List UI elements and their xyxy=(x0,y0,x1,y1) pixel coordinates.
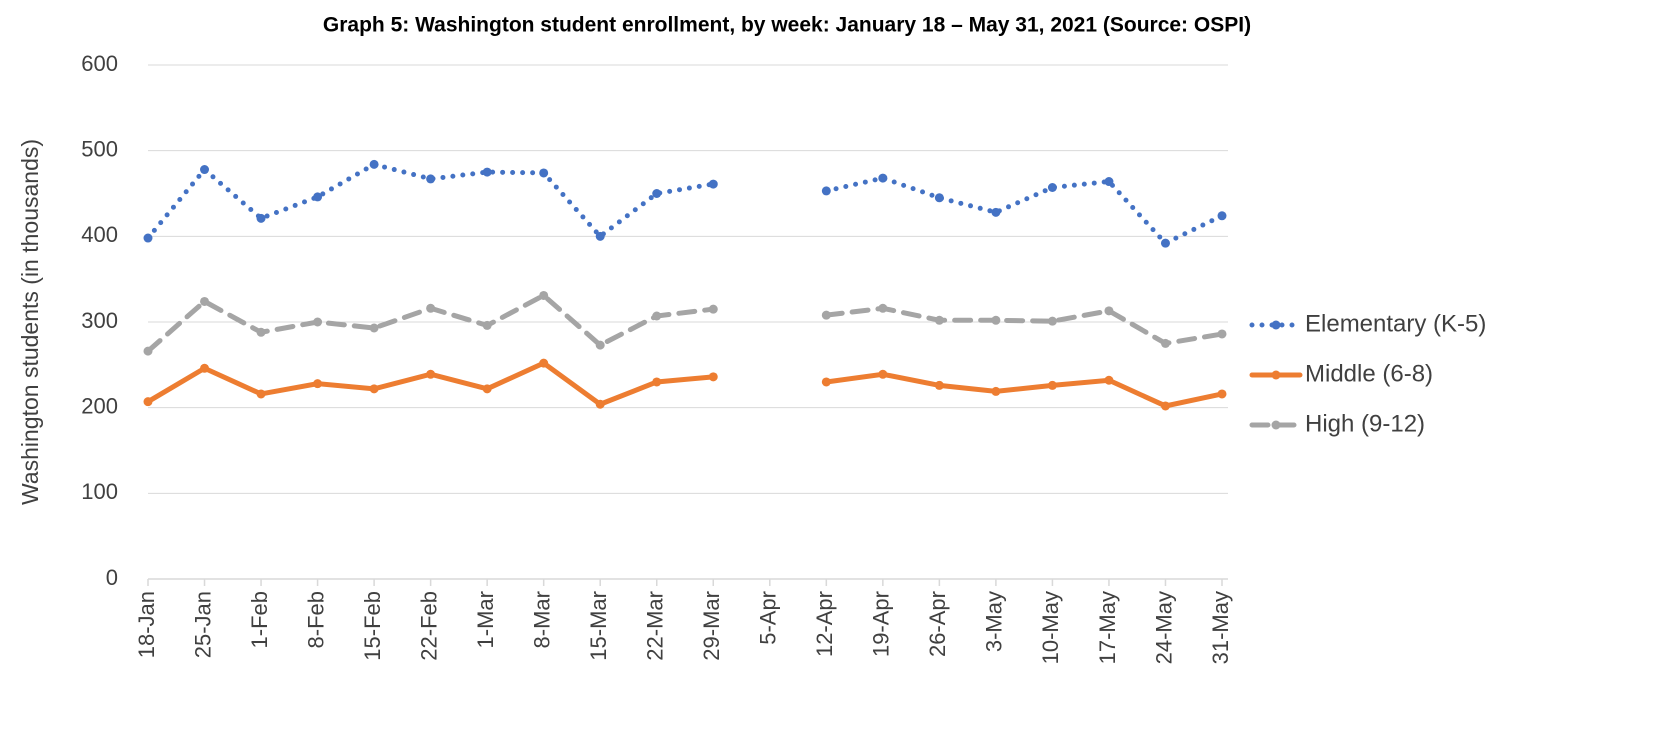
x-tick-label: 15-Feb xyxy=(360,591,385,661)
data-point xyxy=(426,174,436,184)
series-line xyxy=(145,360,1225,409)
x-tick-label: 5-Apr xyxy=(756,591,781,645)
y-tick-label: 400 xyxy=(81,222,118,247)
data-point xyxy=(539,290,549,300)
data-point xyxy=(821,310,831,320)
x-tick-label: 10-May xyxy=(1038,591,1063,664)
data-point xyxy=(708,179,718,189)
data-point xyxy=(1160,338,1170,348)
data-point xyxy=(200,296,210,306)
data-point xyxy=(482,167,492,177)
data-point xyxy=(878,369,888,379)
legend-label: High (9-12) xyxy=(1305,410,1425,437)
data-point xyxy=(369,159,379,169)
data-point xyxy=(200,165,210,175)
y-axis-label: Washington students (in thousands) xyxy=(17,139,43,505)
data-point xyxy=(539,358,549,368)
data-point xyxy=(313,317,323,327)
data-point xyxy=(1047,316,1057,326)
data-point xyxy=(1104,375,1114,385)
data-point xyxy=(652,377,662,387)
x-tick-label: 15-Mar xyxy=(586,591,611,661)
data-point xyxy=(143,233,153,243)
data-point xyxy=(1047,380,1057,390)
data-point xyxy=(1217,329,1227,339)
y-tick-label: 500 xyxy=(81,136,118,161)
data-point xyxy=(1104,177,1114,187)
y-tick-label: 0 xyxy=(106,565,118,590)
data-point xyxy=(313,379,323,389)
data-point xyxy=(878,173,888,183)
data-point xyxy=(426,369,436,379)
x-tick-label: 25-Jan xyxy=(190,591,215,658)
chart-title: Graph 5: Washington student enrollment, … xyxy=(323,14,1251,37)
x-tick-label: 17-May xyxy=(1095,591,1120,664)
data-point xyxy=(991,386,1001,396)
data-point xyxy=(482,320,492,330)
data-point xyxy=(821,186,831,196)
data-point xyxy=(878,303,888,313)
data-point xyxy=(595,231,605,241)
data-point xyxy=(143,397,153,407)
data-point xyxy=(1047,183,1057,193)
data-point xyxy=(934,315,944,325)
data-point xyxy=(991,315,1001,325)
data-point xyxy=(934,193,944,203)
data-point xyxy=(1160,401,1170,411)
y-tick-label: 300 xyxy=(81,308,118,333)
y-tick-label: 100 xyxy=(81,479,118,504)
x-tick-label: 12-Apr xyxy=(812,591,837,657)
data-point xyxy=(143,346,153,356)
data-point xyxy=(313,192,323,202)
data-point xyxy=(426,303,436,313)
data-point xyxy=(256,213,266,223)
data-point xyxy=(708,372,718,382)
data-point xyxy=(652,189,662,198)
legend-marker xyxy=(1271,420,1281,430)
series-line xyxy=(145,161,1225,247)
x-tick-label: 22-Mar xyxy=(643,591,668,661)
x-tick-label: 31-May xyxy=(1208,591,1233,664)
data-point xyxy=(595,340,605,350)
data-point xyxy=(821,377,831,387)
x-tick-label: 8-Mar xyxy=(529,591,554,648)
y-tick-label: 200 xyxy=(81,393,118,418)
data-point xyxy=(1217,211,1227,221)
x-tick-label: 22-Feb xyxy=(416,591,441,661)
x-tick-label: 19-Apr xyxy=(869,591,894,657)
x-tick-label: 1-Mar xyxy=(473,591,498,648)
data-point xyxy=(369,323,379,333)
series-line xyxy=(145,292,1225,354)
legend-label: Middle (6-8) xyxy=(1305,360,1433,387)
data-point xyxy=(1160,238,1170,248)
x-tick-label: 29-Mar xyxy=(699,591,724,661)
legend-marker xyxy=(1271,370,1281,380)
x-tick-label: 3-May xyxy=(982,591,1007,652)
data-point xyxy=(991,207,1001,217)
data-point xyxy=(934,380,944,390)
legend-label: Elementary (K-5) xyxy=(1305,310,1486,337)
x-tick-label: 26-Apr xyxy=(925,591,950,657)
x-tick-label: 8-Feb xyxy=(303,591,328,648)
data-point xyxy=(1217,389,1227,399)
x-tick-label: 18-Jan xyxy=(134,591,159,658)
data-point xyxy=(200,363,210,373)
data-point xyxy=(595,399,605,409)
x-tick-label: 24-May xyxy=(1151,591,1176,664)
y-tick-label: 600 xyxy=(81,51,118,76)
data-point xyxy=(539,168,549,178)
data-point xyxy=(256,389,266,399)
data-point xyxy=(1104,306,1114,316)
legend-marker xyxy=(1271,320,1281,330)
data-point xyxy=(482,384,492,394)
data-point xyxy=(369,384,379,394)
data-point xyxy=(708,304,718,314)
x-tick-label: 1-Feb xyxy=(247,591,272,648)
data-point xyxy=(256,327,266,337)
data-point xyxy=(652,311,662,321)
